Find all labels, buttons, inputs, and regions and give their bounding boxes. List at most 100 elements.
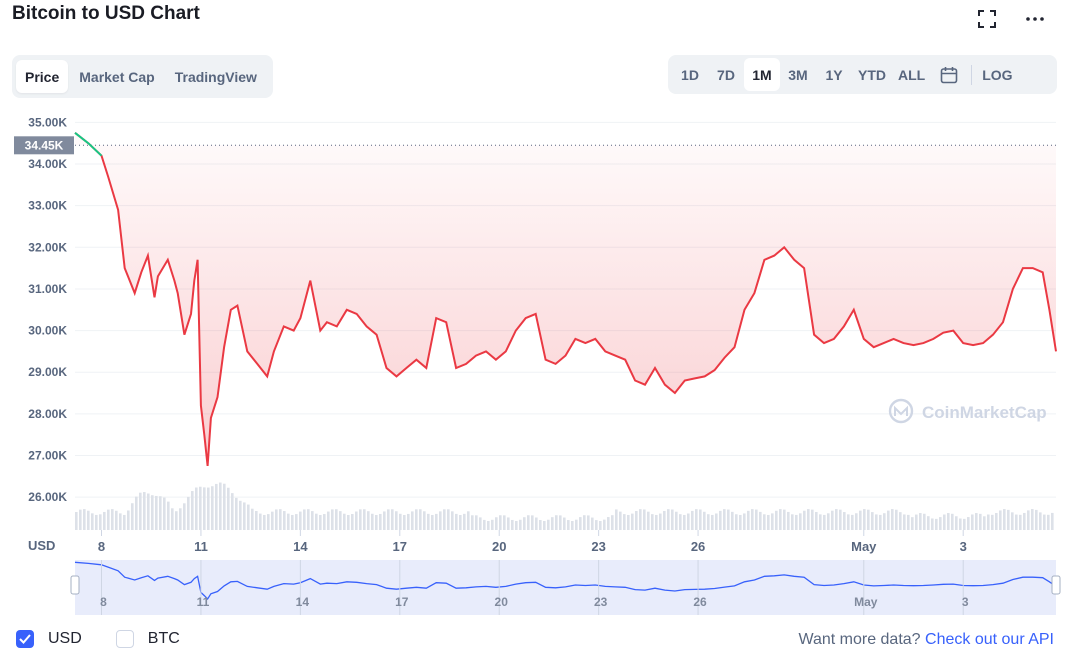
volume-bar — [879, 514, 882, 530]
volume-bar — [115, 510, 118, 530]
volume-bar — [899, 512, 902, 530]
volume-bar — [107, 509, 110, 530]
volume-bar — [971, 514, 974, 530]
calendar-icon[interactable] — [931, 58, 967, 91]
volume-bar — [983, 516, 986, 530]
price-chart[interactable]: 35.00K 34.00K 33.00K 32.00K 31.00K 30.00K 29.0… — [0, 100, 1086, 620]
volume-bar — [319, 514, 322, 530]
tab-market-cap[interactable]: Market Cap — [79, 68, 155, 85]
price-line-up — [74, 132, 103, 157]
volume-bar — [827, 513, 830, 530]
y-tick-label: 31.00K — [28, 282, 67, 296]
volume-bar — [863, 509, 866, 530]
volume-bar — [119, 513, 122, 530]
volume-bar — [851, 514, 854, 530]
volume-bar — [231, 493, 234, 530]
volume-bar — [1051, 512, 1054, 530]
navigator-tick-label: 14 — [296, 595, 310, 609]
volume-bar — [871, 512, 874, 530]
more-horizontal-icon[interactable] — [1024, 8, 1046, 30]
volume-bar — [483, 519, 486, 530]
volume-bar — [699, 509, 702, 530]
range-1y-button[interactable]: 1Y — [825, 66, 843, 83]
volume-bar — [219, 482, 222, 530]
volume-bar — [587, 515, 590, 530]
volume-bar — [179, 508, 182, 530]
volume-bar — [991, 514, 994, 530]
volume-bar — [803, 510, 806, 530]
volume-bar — [415, 509, 418, 530]
volume-bar — [779, 509, 782, 530]
volume-bar — [187, 496, 190, 530]
volume-bar — [499, 515, 502, 530]
range-ytd-button[interactable]: YTD — [858, 66, 886, 83]
volume-bar — [795, 514, 798, 530]
volume-bar — [675, 511, 678, 530]
navigator-handle-right[interactable] — [1051, 575, 1061, 595]
volume-bar — [571, 520, 574, 530]
volume-bar — [359, 509, 362, 530]
volume-bar — [931, 518, 934, 530]
volume-bar — [331, 509, 334, 530]
range-navigator[interactable]: 8 11 14 17 20 23 26 May 3 — [70, 560, 1061, 615]
currency-legend: USD BTC — [16, 630, 214, 648]
range-3m-button[interactable]: 3M — [788, 66, 808, 83]
volume-bar — [271, 511, 274, 530]
volume-bar — [595, 520, 598, 530]
volume-bar — [87, 510, 90, 530]
usd-checkbox[interactable] — [16, 630, 34, 648]
volume-bar — [459, 514, 462, 530]
volume-bar — [707, 514, 710, 530]
volume-bar — [519, 519, 522, 530]
volume-bar — [567, 520, 570, 530]
volume-bar — [307, 509, 310, 530]
volume-bar — [835, 509, 838, 530]
volume-bar — [819, 514, 822, 530]
volume-bar — [339, 511, 342, 530]
volume-bar — [75, 512, 78, 530]
y-tick-label: 26.00K — [28, 490, 67, 504]
volume-bar — [147, 493, 150, 530]
range-7d-button[interactable]: 7D — [717, 66, 735, 83]
volume-bar — [447, 509, 450, 530]
volume-bar — [455, 513, 458, 530]
volume-bar — [887, 510, 890, 530]
volume-bar — [99, 514, 102, 530]
api-link[interactable]: Check out our API — [925, 631, 1054, 648]
volume-bar — [227, 487, 230, 530]
x-tick-label: 20 — [492, 539, 506, 554]
volume-bar — [739, 514, 742, 530]
volume-bar — [551, 517, 554, 530]
y-tick-label: 33.00K — [28, 199, 67, 213]
volume-bar — [631, 513, 634, 530]
volume-bar — [947, 513, 950, 530]
x-tick-label: 3 — [960, 539, 967, 554]
volume-bar — [939, 517, 942, 530]
volume-bar — [283, 511, 286, 530]
btc-checkbox[interactable] — [115, 630, 134, 648]
range-all-button[interactable]: ALL — [898, 66, 926, 83]
volume-bar — [563, 517, 566, 530]
navigator-tick-label: 8 — [100, 595, 107, 609]
tab-tradingview[interactable]: TradingView — [174, 68, 257, 85]
log-scale-button[interactable]: LOG — [982, 66, 1013, 83]
volume-bar — [523, 517, 526, 530]
navigator-tick-label: 17 — [395, 595, 409, 609]
y-tick-label: 30.00K — [28, 324, 67, 338]
range-1d-button[interactable]: 1D — [681, 66, 699, 83]
volume-bar — [487, 520, 490, 530]
navigator-handle-left[interactable] — [70, 575, 80, 595]
volume-bar — [811, 509, 814, 530]
x-tick-label: 17 — [393, 539, 407, 554]
volume-bar — [143, 492, 146, 530]
volume-bar — [915, 514, 918, 530]
btc-label: BTC — [147, 630, 180, 647]
volume-bar — [731, 511, 734, 530]
volume-bar — [191, 491, 194, 530]
volume-bar — [607, 517, 610, 530]
volume-bar — [343, 513, 346, 530]
fullscreen-icon[interactable] — [976, 8, 998, 30]
range-1m-button[interactable]: 1M — [744, 58, 780, 91]
tab-price[interactable]: Price — [16, 60, 69, 93]
volume-bar — [615, 509, 618, 530]
